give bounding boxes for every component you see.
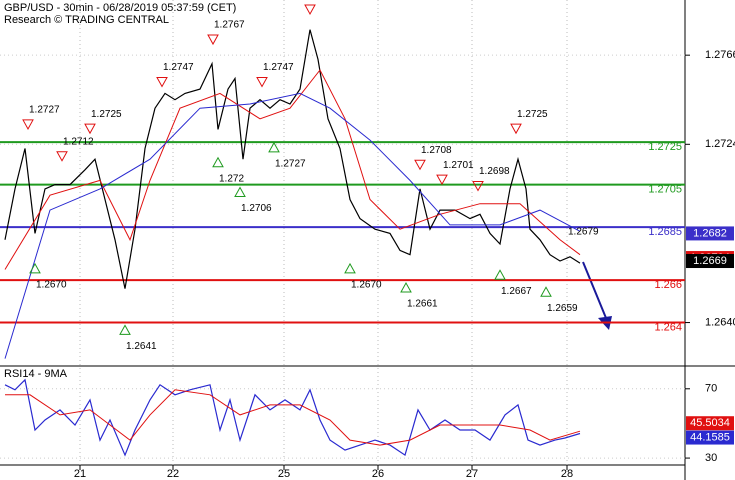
level-label: 1.2725	[648, 141, 682, 153]
marker-label: 1.2767	[214, 20, 245, 31]
marker-label: 1.2747	[163, 62, 194, 73]
marker-label: 1.2659	[547, 303, 578, 314]
level-label: 1.2685	[648, 226, 682, 238]
buy-marker	[494, 269, 506, 280]
x-tick-label: 27	[466, 468, 478, 480]
sell-marker	[207, 34, 219, 46]
series-line	[4, 69, 581, 270]
marker-label: 1.2712	[63, 136, 94, 147]
peak-marker	[304, 4, 316, 16]
chart-subtitle: Research © TRADING CENTRAL	[4, 14, 169, 26]
projection-arrow	[582, 261, 607, 319]
value-box-label: 1.2669	[693, 255, 727, 267]
series-line	[4, 29, 581, 289]
sell-marker	[84, 123, 96, 135]
y-tick-label: 70	[705, 383, 717, 395]
level-label: 1.2705	[648, 184, 682, 196]
sell-marker	[156, 76, 168, 88]
marker-label: 1.2727	[29, 105, 60, 116]
value-box	[686, 430, 734, 445]
buy-marker	[29, 262, 41, 274]
rsi-title: RSI14 - 9MA	[4, 368, 68, 380]
x-tick-label: 22	[167, 468, 179, 480]
marker-label: 1.2667	[501, 286, 532, 297]
marker-label: 1.2698	[479, 166, 510, 177]
value-box-label: 45.5034	[690, 417, 730, 429]
buy-marker	[268, 141, 280, 153]
buy-marker	[540, 286, 552, 297]
marker-label: 1.2725	[91, 109, 122, 120]
series-line	[5, 389, 581, 446]
value-box	[686, 416, 734, 431]
buy-marker	[234, 186, 246, 197]
level-label: 1.264	[654, 321, 682, 333]
level-label: 1.266	[654, 279, 682, 291]
y-tick-label: 1.2766	[705, 49, 735, 61]
x-tick-label: 21	[74, 468, 86, 480]
value-box-label: 1.2682	[693, 227, 727, 239]
sell-marker	[414, 159, 426, 171]
sell-marker	[56, 151, 68, 162]
buy-marker	[400, 281, 412, 293]
marker-label: 1.2727	[275, 159, 306, 170]
sell-marker	[472, 180, 484, 192]
value-box-label: 44.1585	[690, 431, 730, 443]
chart-title: GBP/USD - 30min - 06/28/2019 05:37:59 (C…	[4, 2, 236, 14]
value-box	[686, 254, 734, 269]
marker-label: 1.2701	[443, 160, 474, 171]
marker-label: 1.2747	[263, 62, 294, 73]
sell-marker	[510, 123, 522, 135]
sell-marker	[436, 174, 448, 186]
series-line	[4, 378, 581, 457]
x-tick-label: 28	[561, 468, 573, 480]
marker-label: 1.2708	[421, 145, 452, 156]
x-tick-label: 26	[372, 468, 384, 480]
marker-label: 1.2725	[517, 109, 548, 120]
y-tick-label: 1.2640	[705, 316, 735, 328]
value-box	[686, 226, 734, 241]
marker-label: 1.272	[219, 173, 244, 184]
sell-marker	[256, 76, 268, 88]
marker-label: 1.2641	[126, 341, 157, 352]
buy-marker	[344, 262, 356, 274]
x-tick-label: 25	[278, 468, 290, 480]
y-tick-label: 1.2724	[705, 138, 735, 150]
sell-marker	[22, 119, 34, 130]
series-line	[4, 92, 581, 359]
marker-label: 1.2661	[407, 299, 438, 310]
marker-label: 1.2706	[241, 203, 272, 214]
marker-label: 1.2679	[568, 226, 599, 237]
buy-marker	[212, 156, 224, 168]
buy-marker	[119, 324, 131, 335]
marker-label: 1.2670	[36, 280, 67, 291]
y-tick-label: 30	[705, 452, 717, 464]
marker-label: 1.2670	[351, 280, 382, 291]
